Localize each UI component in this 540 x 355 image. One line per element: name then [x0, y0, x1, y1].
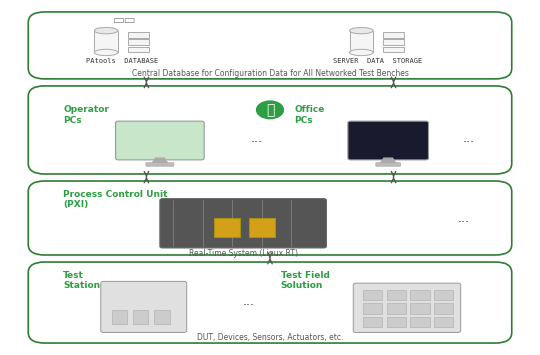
FancyBboxPatch shape: [133, 310, 148, 324]
FancyBboxPatch shape: [387, 303, 406, 314]
FancyBboxPatch shape: [410, 317, 429, 327]
Text: Test Field
Solution: Test Field Solution: [281, 271, 329, 290]
Ellipse shape: [94, 27, 118, 34]
FancyBboxPatch shape: [363, 290, 382, 300]
FancyBboxPatch shape: [128, 32, 148, 38]
FancyBboxPatch shape: [28, 86, 512, 174]
FancyBboxPatch shape: [376, 163, 401, 166]
Text: Office
PCs: Office PCs: [294, 105, 325, 125]
FancyBboxPatch shape: [383, 39, 404, 45]
FancyBboxPatch shape: [363, 317, 382, 327]
FancyBboxPatch shape: [434, 303, 453, 314]
FancyBboxPatch shape: [349, 31, 373, 53]
Bar: [94, 31, 118, 53]
FancyBboxPatch shape: [353, 283, 461, 333]
FancyBboxPatch shape: [387, 317, 406, 327]
FancyBboxPatch shape: [348, 121, 428, 160]
FancyBboxPatch shape: [160, 199, 326, 248]
FancyBboxPatch shape: [387, 290, 406, 300]
FancyBboxPatch shape: [146, 163, 174, 166]
Text: ...: ...: [251, 132, 262, 145]
FancyBboxPatch shape: [410, 303, 429, 314]
Text: Process Control Unit
(PXI): Process Control Unit (PXI): [63, 190, 167, 209]
Text: Operator
PCs: Operator PCs: [63, 105, 109, 125]
Ellipse shape: [349, 49, 373, 56]
FancyBboxPatch shape: [248, 218, 275, 237]
FancyBboxPatch shape: [101, 282, 187, 333]
Polygon shape: [380, 158, 397, 164]
Text: DUT, Devices, Sensors, Actuators, etc.: DUT, Devices, Sensors, Actuators, etc.: [197, 333, 343, 342]
Text: ...: ...: [463, 132, 475, 145]
FancyBboxPatch shape: [410, 290, 429, 300]
FancyBboxPatch shape: [363, 303, 382, 314]
Bar: [349, 31, 373, 53]
FancyBboxPatch shape: [214, 218, 240, 237]
Text: ▭▭: ▭▭: [113, 14, 137, 27]
Text: Real-Time System (Linux RT): Real-Time System (Linux RT): [188, 249, 298, 258]
Text: Central Database for Configuration Data for All Networked Test Benches: Central Database for Configuration Data …: [132, 69, 408, 78]
Text: Test
Station: Test Station: [63, 271, 100, 290]
Text: SERVER  DATA  STORAGE: SERVER DATA STORAGE: [333, 59, 422, 65]
FancyBboxPatch shape: [128, 47, 148, 53]
FancyBboxPatch shape: [383, 32, 404, 38]
Ellipse shape: [94, 49, 118, 56]
FancyBboxPatch shape: [116, 121, 204, 160]
FancyBboxPatch shape: [28, 181, 512, 255]
FancyBboxPatch shape: [383, 47, 404, 53]
Ellipse shape: [349, 27, 373, 34]
Circle shape: [256, 101, 284, 119]
FancyBboxPatch shape: [28, 262, 512, 343]
FancyBboxPatch shape: [28, 12, 512, 79]
FancyBboxPatch shape: [94, 31, 118, 53]
FancyBboxPatch shape: [128, 39, 148, 45]
Polygon shape: [151, 158, 168, 164]
FancyBboxPatch shape: [434, 317, 453, 327]
FancyBboxPatch shape: [434, 290, 453, 300]
FancyBboxPatch shape: [112, 310, 126, 324]
Text: ...: ...: [242, 295, 254, 308]
Text: ...: ...: [457, 212, 469, 224]
Text: PAtools  DATABASE: PAtools DATABASE: [86, 59, 158, 65]
FancyBboxPatch shape: [154, 310, 170, 324]
Text: 👤: 👤: [266, 103, 274, 117]
